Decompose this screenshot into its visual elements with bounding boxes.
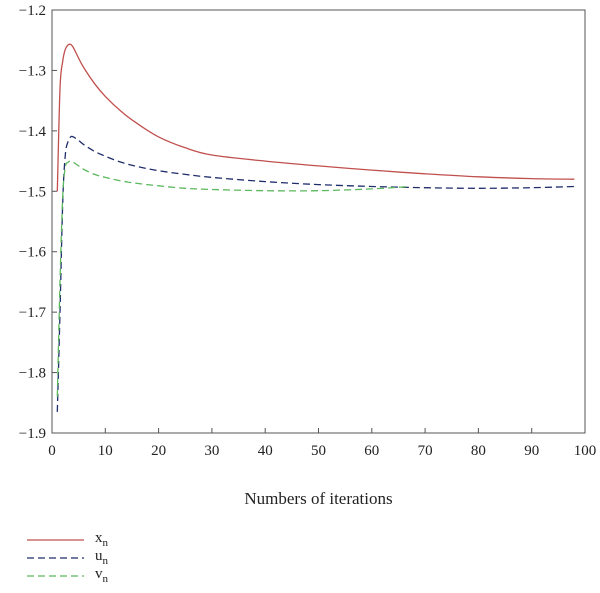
x-tick-label: 100 bbox=[574, 443, 597, 459]
legend-label-un: un bbox=[95, 548, 109, 567]
y-tick-label: −1.6 bbox=[19, 245, 47, 261]
y-tick-label: −1.8 bbox=[19, 366, 46, 382]
y-tick-label: −1.3 bbox=[19, 63, 46, 79]
x-axis-title: Numbers of iterations bbox=[244, 489, 392, 508]
x-tick-label: 50 bbox=[311, 443, 326, 459]
x-tick-label: 70 bbox=[418, 443, 433, 459]
x-tick-label: 40 bbox=[258, 443, 273, 459]
y-tick-label: −1.9 bbox=[19, 426, 46, 442]
y-tick-label: −1.2 bbox=[19, 3, 46, 19]
series-line-vn bbox=[56, 160, 410, 397]
x-tick-label: 10 bbox=[98, 443, 113, 459]
series-line-xn bbox=[56, 43, 575, 192]
series-line-un bbox=[56, 135, 575, 412]
legend-label-vn: vn bbox=[95, 566, 109, 585]
x-tick-label: 0 bbox=[48, 443, 56, 459]
plot-area-border bbox=[51, 9, 586, 434]
y-tick-label: −1.7 bbox=[19, 305, 47, 321]
x-tick-label: 30 bbox=[204, 443, 219, 459]
x-tick-label: 80 bbox=[471, 443, 486, 459]
series-lines bbox=[56, 43, 575, 412]
x-tick-label: 60 bbox=[364, 443, 379, 459]
y-axis: −1.9 −1.8 −1.7 −1.6 −1.5 −1.4 −1.3 −1.2 bbox=[19, 3, 57, 442]
y-tick-label: −1.4 bbox=[19, 124, 47, 140]
plot-frame bbox=[51, 9, 586, 434]
x-tick-label: 20 bbox=[151, 443, 166, 459]
legend-label-xn: xn bbox=[95, 530, 109, 549]
x-axis: 0 10 20 30 40 50 60 70 80 90 100 bbox=[48, 428, 596, 459]
x-tick-label: 90 bbox=[524, 443, 539, 459]
y-tick-label: −1.5 bbox=[19, 184, 46, 200]
